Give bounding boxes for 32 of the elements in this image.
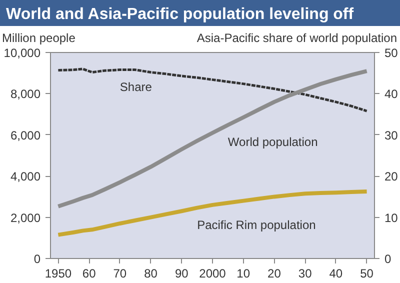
y-tick-label: 10,000 [4, 46, 41, 60]
y2-tick-label: 40 [384, 87, 398, 102]
x-tick-label: 2000 [199, 266, 226, 280]
x-tick-label: 30 [298, 266, 312, 280]
x-tick-label: 10 [236, 266, 250, 280]
x-tick-label: 40 [329, 266, 343, 280]
y-tick-label: 2,000 [10, 210, 41, 225]
series-label: World population [228, 135, 318, 150]
y-axis-title: Million people [2, 30, 76, 47]
y-tick-label: 0 [34, 252, 41, 266]
y2-tick-label: 30 [384, 128, 398, 142]
x-tick-label: 1950 [44, 266, 72, 280]
x-tick-label: 80 [144, 266, 158, 280]
chart-title: World and Asia-Pacific population leveling off [6, 5, 354, 25]
y2-tick-label: 50 [384, 46, 398, 60]
y2-tick-label: 20 [384, 170, 398, 184]
y-tick-label: 6,000 [10, 128, 41, 142]
y2-axis-title: Asia-Pacific share of world population [196, 30, 397, 47]
x-tick-label: 90 [174, 266, 189, 280]
x-tick-label: 50 [360, 266, 374, 280]
y2-tick-label: 10 [384, 210, 398, 225]
y-tick-label: 8,000 [10, 87, 41, 102]
line-series [56, 69, 369, 208]
x-tick-label: 60 [82, 266, 96, 280]
line-series [56, 68, 368, 112]
series-label: Pacific Rim population [197, 218, 316, 232]
x-tick-label: 70 [113, 266, 127, 280]
y-tick-label: 4,000 [10, 170, 41, 184]
line-series [56, 190, 369, 237]
series-label: Share [120, 80, 152, 94]
x-tick-label: 20 [268, 266, 282, 280]
y2-tick-label: 0 [384, 252, 392, 266]
